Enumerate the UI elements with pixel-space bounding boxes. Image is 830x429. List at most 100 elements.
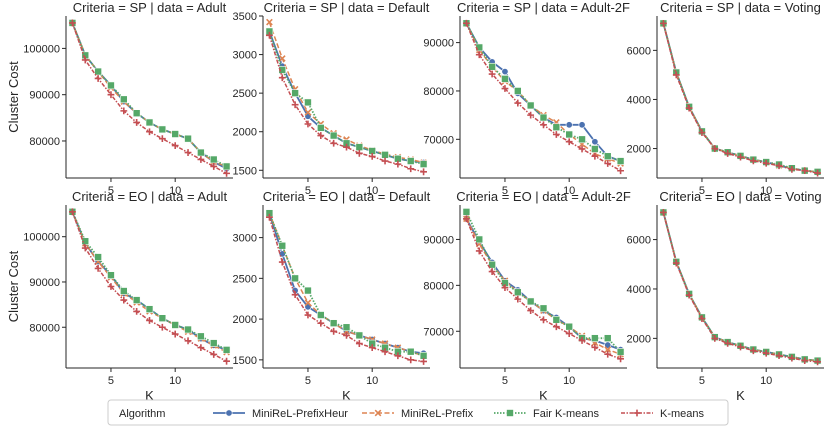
series-line [662,23,818,173]
legend-marker [374,409,382,417]
data-point [591,152,599,160]
panel-title: Criteria = EO | data = Adult-2F [456,189,631,204]
data-point [463,19,470,27]
data-point [604,160,612,167]
series-fair-k-means [265,27,428,168]
y-tick-label: 2000 [233,314,257,326]
series-fair-k-means [462,208,625,356]
data-point [711,334,719,342]
x-tick-label: 10 [366,185,378,197]
data-point [146,128,153,136]
data-point [420,168,427,176]
data-point [81,56,89,64]
series-minirel-prefixheur [462,19,625,165]
data-point [801,357,809,364]
data-point [381,348,389,356]
data-point [526,101,535,110]
data-point [158,314,167,322]
x-tick-label: 5 [305,375,311,387]
panel-2: Criteria = SP | data = Default 1500 2000 25… [233,0,430,197]
legend-label: Fair K-means [533,408,600,420]
series-k-means [463,19,624,175]
data-point [724,339,732,347]
legend-item: MiniReL-Prefix [362,408,474,420]
data-point [355,331,364,340]
data-point [762,349,770,357]
data-point [617,355,624,363]
data-point [317,311,325,319]
data-point [330,139,338,147]
series-minirel-prefixheur [659,208,822,365]
data-point [223,357,230,365]
data-point [223,169,230,177]
data-point [120,95,128,104]
data-point [660,209,667,216]
data-point [107,81,115,90]
x-tick-label: 10 [760,375,772,387]
data-point [578,337,586,344]
series-minirel-prefix [69,19,230,170]
data-point [222,162,231,171]
data-point [420,358,427,365]
series-line [71,211,228,351]
data-point [304,299,312,307]
panel-1: Criteria = SP | data = Adult 80000 90000 10… [6,0,233,197]
series-line [465,218,621,351]
panel-6: Criteria = EO | data = Default 1500 2000 25… [233,189,431,403]
data-point [94,253,102,261]
y-tick-label: 90000 [423,38,454,50]
y-tick-label: 6000 [627,45,651,57]
panel-3: Criteria = SP | data = Adult-2F 70000 8000… [423,0,630,197]
data-point [210,351,218,358]
data-point [317,132,325,139]
x-tick-label: 5 [305,185,311,197]
data-point [304,311,312,319]
data-point [475,51,483,59]
data-point [107,91,115,99]
data-point [737,153,744,161]
x-axis-label: K [342,388,351,403]
y-tick-label: 1500 [233,165,257,177]
series-line [71,22,227,168]
data-point [209,155,218,164]
data-point [158,323,166,331]
data-point [278,66,287,74]
series-minirel-prefix [463,19,624,167]
data-point [514,87,522,95]
panel-title: Criteria = SP | data = Voting [660,0,821,15]
data-point [304,286,312,295]
data-point [788,354,796,362]
data-point [660,19,667,27]
data-point [266,31,273,39]
data-point [539,304,548,313]
legend: Algorithm MiniReL-PrefixHeur MiniReL-Prefi… [107,399,729,426]
series-k-means [69,208,230,365]
data-point [133,308,141,315]
data-point [146,317,153,324]
y-tick-label: 3500 [233,11,257,23]
data-point [552,315,561,324]
data-point [501,75,509,83]
data-point [406,157,415,165]
data-point [94,264,102,272]
y-tick-label: 2000 [627,333,651,345]
data-point [488,268,496,275]
data-point [120,107,128,115]
panel-5: Criteria = EO | data = Adult 80000 90000 10… [6,189,233,403]
data-point [209,339,218,347]
y-tick-label: 2000 [627,144,651,156]
data-point [278,74,286,82]
data-point [501,284,509,292]
data-point [278,258,286,266]
data-point [197,344,205,352]
series-fair-k-means [462,19,625,165]
x-tick-label: 5 [699,375,705,387]
series-line [71,22,228,168]
data-point [394,352,402,360]
data-point [171,321,179,329]
data-point [278,55,286,62]
y-tick-label: 6000 [627,235,651,247]
series-k-means [660,209,821,366]
data-point [342,323,351,332]
